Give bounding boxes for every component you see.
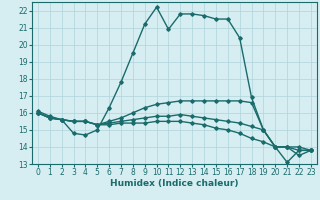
X-axis label: Humidex (Indice chaleur): Humidex (Indice chaleur) — [110, 179, 239, 188]
